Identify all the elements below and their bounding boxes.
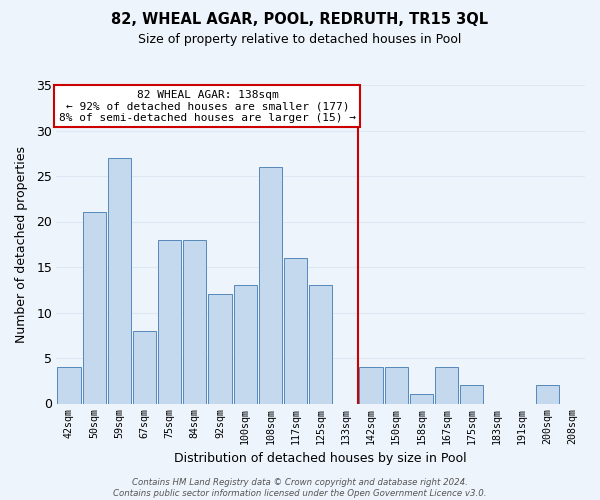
Bar xyxy=(58,367,80,404)
Bar xyxy=(309,285,332,404)
Bar xyxy=(108,158,131,404)
X-axis label: Distribution of detached houses by size in Pool: Distribution of detached houses by size … xyxy=(175,452,467,465)
Bar xyxy=(536,386,559,404)
Bar xyxy=(133,330,156,404)
Bar xyxy=(83,212,106,404)
Bar xyxy=(284,258,307,404)
Bar xyxy=(359,367,383,404)
Text: Contains HM Land Registry data © Crown copyright and database right 2024.
Contai: Contains HM Land Registry data © Crown c… xyxy=(113,478,487,498)
Bar xyxy=(208,294,232,404)
Text: 82 WHEAL AGAR: 138sqm
← 92% of detached houses are smaller (177)
8% of semi-deta: 82 WHEAL AGAR: 138sqm ← 92% of detached … xyxy=(59,90,356,123)
Text: Size of property relative to detached houses in Pool: Size of property relative to detached ho… xyxy=(139,32,461,46)
Y-axis label: Number of detached properties: Number of detached properties xyxy=(15,146,28,343)
Bar xyxy=(460,386,484,404)
Bar xyxy=(410,394,433,404)
Bar xyxy=(158,240,181,404)
Bar xyxy=(233,285,257,404)
Bar xyxy=(385,367,408,404)
Bar xyxy=(435,367,458,404)
Bar xyxy=(183,240,206,404)
Text: 82, WHEAL AGAR, POOL, REDRUTH, TR15 3QL: 82, WHEAL AGAR, POOL, REDRUTH, TR15 3QL xyxy=(112,12,488,28)
Bar xyxy=(259,167,282,404)
